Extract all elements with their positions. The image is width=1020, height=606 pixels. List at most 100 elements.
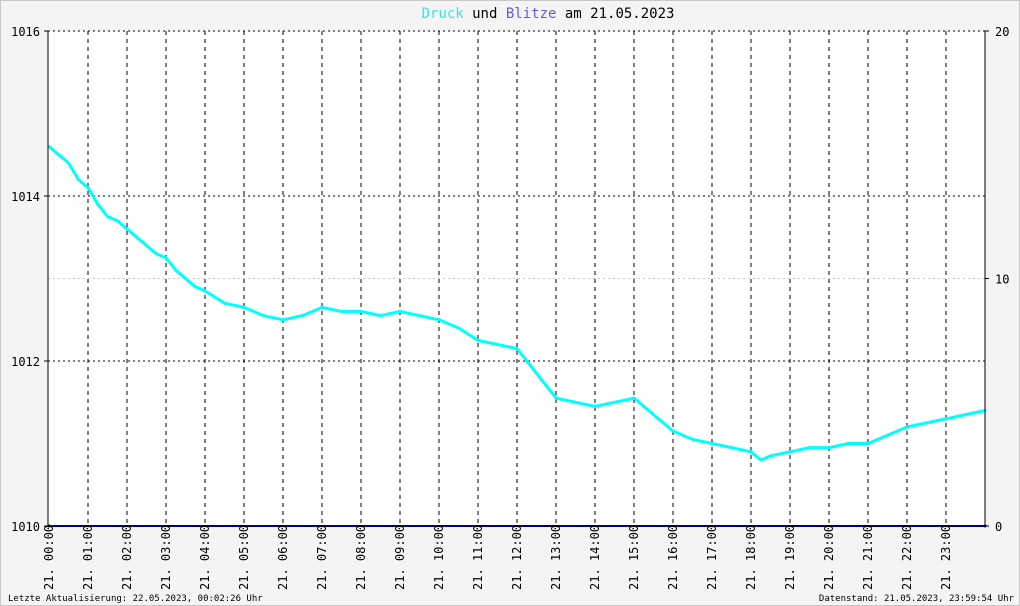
- series-point-druck: [67, 161, 70, 165]
- right-tick-labels: 0 10 20: [985, 25, 1009, 534]
- series-point-druck: [652, 413, 655, 417]
- series-point-druck: [749, 450, 753, 454]
- right-tick-label: 0: [995, 520, 1002, 534]
- x-tick-label: 21. 03:00: [159, 525, 173, 590]
- series-point-druck: [223, 301, 226, 305]
- series-point-druck: [86, 186, 90, 190]
- x-tick-label: 21. 15:00: [627, 525, 641, 590]
- right-tick-label: 20: [995, 25, 1009, 39]
- series-point-druck: [759, 458, 763, 462]
- x-tick-label: 21. 20:00: [822, 525, 836, 590]
- series-point-druck: [574, 400, 577, 404]
- series-point-druck: [398, 310, 402, 313]
- series-point-druck: [125, 227, 129, 231]
- series-point-druck: [174, 268, 178, 272]
- x-tick-label: 21. 10:00: [432, 525, 446, 590]
- series-point-druck: [281, 318, 285, 322]
- series-point-druck: [886, 433, 889, 437]
- series-point-druck: [691, 437, 694, 441]
- series-point-druck: [866, 442, 870, 445]
- x-tick-label: 21. 12:00: [510, 525, 524, 590]
- series-point-druck: [242, 305, 246, 309]
- x-tick-label: 21. 07:00: [315, 525, 329, 590]
- series-point-druck: [135, 235, 139, 239]
- x-tick-label: 21. 23:00: [939, 525, 953, 590]
- left-tick-labels: 1010 1012 1014 1016: [11, 25, 48, 534]
- series-point-druck: [76, 178, 80, 181]
- series-point-druck: [613, 400, 616, 404]
- series-line-druck: [48, 145, 986, 462]
- series-point-druck: [164, 256, 168, 260]
- title-druck: Druck: [422, 6, 465, 22]
- series-point-druck: [661, 421, 665, 425]
- x-tick-label: 21. 00:00: [42, 525, 56, 590]
- series-layer: [47, 145, 987, 528]
- x-tick-label: 21. 18:00: [744, 525, 758, 590]
- title-date: am 21.05.2023: [556, 6, 674, 22]
- footer-last-update: Letzte Aktualisierung: 22.05.2023, 00:02…: [8, 594, 263, 604]
- series-point-druck: [544, 384, 548, 388]
- series-point-druck: [525, 359, 529, 363]
- x-tick-label: 21. 08:00: [354, 525, 368, 590]
- series-point-druck: [115, 219, 119, 223]
- x-tick-label: 21. 22:00: [900, 525, 914, 590]
- series-point-druck: [301, 314, 304, 318]
- series-point-druck: [671, 429, 675, 433]
- series-point-druck: [340, 310, 343, 313]
- series-point-druck: [262, 314, 265, 318]
- left-tick-label: 1012: [11, 355, 40, 369]
- series-point-druck: [515, 347, 519, 351]
- right-tick-label: 10: [995, 273, 1009, 287]
- series-point-druck: [632, 396, 636, 400]
- series-point-druck: [905, 425, 909, 429]
- series-point-druck: [96, 202, 100, 206]
- title-und: und: [464, 6, 506, 22]
- x-tick-label: 21. 01:00: [81, 525, 95, 590]
- left-tick-label: 1014: [11, 190, 40, 204]
- x-tick-label: 21. 13:00: [549, 525, 563, 590]
- series-point-druck: [788, 450, 792, 454]
- series-point-druck: [184, 277, 187, 280]
- series-point-druck: [925, 421, 928, 425]
- x-tick-label: 21. 14:00: [588, 525, 602, 590]
- series-point-druck: [193, 285, 197, 289]
- x-tick-label: 21. 17:00: [705, 525, 719, 590]
- x-tick-label: 21. 02:00: [120, 525, 134, 590]
- x-tick-label: 21. 04:00: [198, 525, 212, 590]
- series-point-druck: [418, 314, 421, 318]
- series-point-druck: [359, 310, 363, 313]
- x-tick-labels: 21. 00:00 21. 01:00 21. 02:00 21. 03:00 21. …: [42, 525, 953, 590]
- series-point-druck: [593, 404, 597, 408]
- series-point-druck: [710, 442, 714, 445]
- x-tick-label: 21. 16:00: [666, 525, 680, 590]
- series-point-druck: [437, 318, 441, 322]
- series-point-druck: [808, 446, 811, 450]
- series-point-druck: [944, 417, 948, 421]
- x-tick-label: 21. 06:00: [276, 525, 290, 590]
- x-tick-label: 21. 11:00: [471, 525, 485, 590]
- footer-data-status: Datenstand: 21.05.2023, 23:59:54 Uhr: [819, 594, 1015, 604]
- left-tick-label: 1016: [11, 25, 40, 39]
- series-point-druck: [457, 326, 460, 330]
- series-point-druck: [379, 314, 382, 318]
- series-point-druck: [203, 289, 207, 293]
- series-point-druck: [730, 446, 733, 450]
- series-point-druck: [476, 338, 480, 342]
- series-point-druck: [57, 153, 61, 157]
- series-point-druck: [964, 413, 967, 417]
- series-point-druck: [154, 252, 158, 256]
- grid: [48, 30, 985, 526]
- series-point-druck: [847, 442, 850, 445]
- x-tick-label: 21. 21:00: [861, 525, 875, 590]
- chart-title: Druck und Blitze am 21.05.2023: [422, 6, 675, 22]
- x-tick-label: 21. 09:00: [393, 525, 407, 590]
- title-blitze: Blitze: [506, 6, 557, 22]
- x-tick-label: 21. 05:00: [237, 525, 251, 590]
- series-point-druck: [496, 343, 499, 346]
- series-point-druck: [554, 396, 558, 400]
- series-point-druck: [535, 371, 538, 375]
- series-point-druck: [769, 454, 772, 458]
- series-point-druck: [145, 244, 148, 247]
